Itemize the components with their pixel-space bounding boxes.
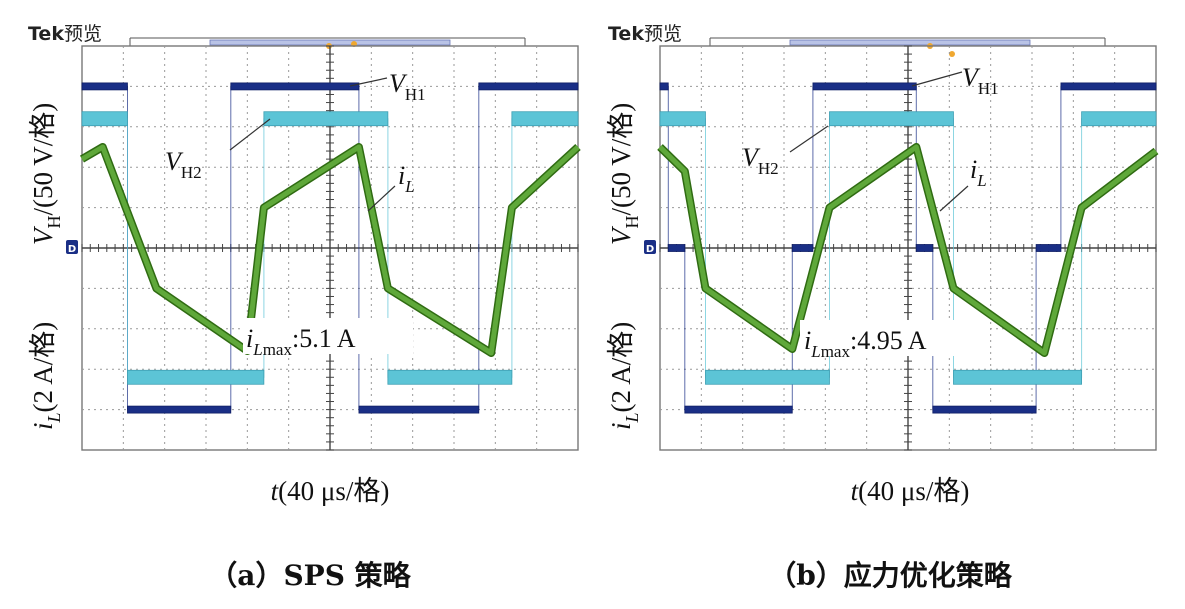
trace-il xyxy=(80,144,580,356)
caption-a: （a）SPS 策略 xyxy=(209,559,411,592)
trace-vh1-level xyxy=(1035,244,1062,252)
svg-text:Tek预览: Tek预览 xyxy=(608,23,682,45)
trace-vh2-level xyxy=(705,369,830,385)
il-leader-line xyxy=(367,185,396,212)
vh2-leader-line xyxy=(229,118,271,151)
ground-marker-icon xyxy=(644,240,656,254)
label-vh1: VH1 xyxy=(962,63,999,98)
traces xyxy=(79,82,581,414)
trigger-marker-icon xyxy=(949,51,955,57)
trace-il xyxy=(658,144,1158,356)
trace-vh1-level xyxy=(915,244,934,252)
trace-vh1-level xyxy=(358,405,480,414)
label-il: iL xyxy=(970,155,987,190)
brand-label: Tek xyxy=(608,23,644,45)
annotation-ilmax: iLmax:4.95 A xyxy=(804,326,927,361)
trace-vh1-level xyxy=(127,405,232,414)
trace-vh2-level xyxy=(1081,111,1157,127)
trace-vh1-level xyxy=(667,244,686,252)
ylabel-upper: VH/(50 V/格) xyxy=(606,103,642,245)
trace-vh2-level xyxy=(953,369,1083,385)
trace-vh2-level xyxy=(81,111,128,127)
ylabel-lower: iL(2 A/格) xyxy=(606,322,642,430)
trace-vh1-level xyxy=(230,82,360,91)
annotation-ilmax: iLmax:5.1 A xyxy=(246,324,356,359)
brand-suffix: 预览 xyxy=(644,23,682,45)
vh1-leader-line xyxy=(911,71,963,87)
trace-vh1-level xyxy=(684,405,793,414)
trace-vh1-level xyxy=(81,82,128,91)
trace-vh2-level xyxy=(511,111,579,127)
panel-b: Tek预览 D VH1 VH2 iL iLmax:4.95 A VH/(50 V… xyxy=(606,23,1159,592)
vh1-leader-line xyxy=(349,77,388,87)
trace-vh1-level xyxy=(1060,82,1157,91)
ground-marker-icon xyxy=(66,240,78,254)
trace-vh1-level xyxy=(478,82,579,91)
ground-marker-label: D xyxy=(68,244,76,255)
trace-vh1-level xyxy=(659,82,669,91)
trace-vh1-level xyxy=(791,244,814,252)
label-vh2: VH2 xyxy=(165,147,202,182)
ground-marker-label: D xyxy=(646,244,654,255)
trace-vh2-level xyxy=(659,111,706,127)
brand-suffix: 预览 xyxy=(64,23,102,45)
trace-vh2-level xyxy=(387,369,513,385)
label-vh1: VH1 xyxy=(389,69,426,104)
il-leader-line xyxy=(939,185,969,212)
svg-text:Tek预览: Tek预览 xyxy=(28,23,102,45)
xlabel: t(40 μs/格) xyxy=(271,476,390,506)
trace-vh2-level xyxy=(263,111,389,127)
trace-vh2-level xyxy=(127,369,265,385)
traces xyxy=(657,82,1159,414)
trace-vh1-level xyxy=(932,405,1037,414)
trace-vh1-level xyxy=(812,82,917,91)
label-vh2: VH2 xyxy=(742,143,779,178)
panel-a: Tek预览 D VH1 VH2 iL iLmax:5.1 A VH/(50 V/… xyxy=(28,23,581,592)
label-il: iL xyxy=(398,161,415,196)
vh2-leader-line xyxy=(789,125,829,153)
ylabel-lower: iL(2 A/格) xyxy=(28,322,64,430)
brand-label: Tek xyxy=(28,23,64,45)
trace-vh2-level xyxy=(829,111,954,127)
caption-b: （b）应力优化策略 xyxy=(768,559,1013,592)
ylabel-upper: VH/(50 V/格) xyxy=(28,103,64,245)
xlabel: t(40 μs/格) xyxy=(851,476,970,506)
